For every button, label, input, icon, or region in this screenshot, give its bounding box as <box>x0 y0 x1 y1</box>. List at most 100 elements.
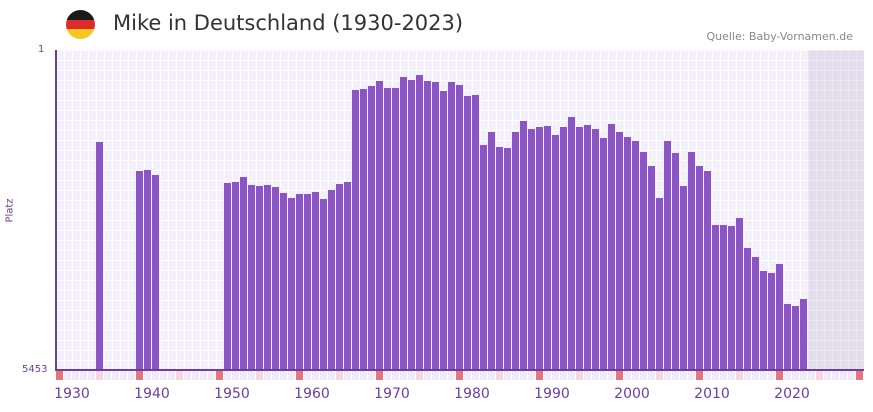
bar-1952[interactable] <box>232 182 239 370</box>
year-marker <box>688 371 695 380</box>
year-marker <box>512 371 519 380</box>
year-marker <box>448 371 455 380</box>
year-marker <box>800 371 807 380</box>
bar-1982[interactable] <box>472 95 479 370</box>
bar-1998[interactable] <box>600 138 607 370</box>
bar-1975[interactable] <box>416 75 423 370</box>
bar-1965[interactable] <box>336 184 343 370</box>
year-marker <box>592 371 599 380</box>
bar-2000[interactable] <box>616 132 623 370</box>
bar-1955[interactable] <box>256 186 263 370</box>
year-marker <box>312 371 319 380</box>
bar-1990[interactable] <box>536 127 543 370</box>
bar-2009[interactable] <box>688 152 695 370</box>
bar-1984[interactable] <box>488 132 495 370</box>
year-marker <box>848 371 855 380</box>
bar-2020[interactable] <box>776 264 783 370</box>
bar-1972[interactable] <box>392 88 399 370</box>
bar-2004[interactable] <box>648 166 655 370</box>
bar-1983[interactable] <box>480 145 487 370</box>
bar-2011[interactable] <box>704 171 711 370</box>
year-markers <box>56 371 864 380</box>
bar-2012[interactable] <box>712 225 719 370</box>
x-tick-1930: 1930 <box>54 386 90 402</box>
bar-1994[interactable] <box>568 117 575 370</box>
year-marker <box>552 371 559 380</box>
bar-2016[interactable] <box>744 248 751 370</box>
bar-1962[interactable] <box>312 192 319 370</box>
bar-1979[interactable] <box>448 82 455 370</box>
bar-2023[interactable] <box>800 299 807 370</box>
bar-1989[interactable] <box>528 129 535 370</box>
bar-2001[interactable] <box>624 137 631 370</box>
bar-2022[interactable] <box>792 306 799 370</box>
year-marker <box>152 371 159 380</box>
bar-2018[interactable] <box>760 271 767 370</box>
bar-1971[interactable] <box>384 88 391 370</box>
bar-2002[interactable] <box>632 141 639 370</box>
year-marker <box>64 371 71 380</box>
future-shade <box>808 50 864 370</box>
bar-2008[interactable] <box>680 186 687 370</box>
bar-2010[interactable] <box>696 166 703 370</box>
bar-2019[interactable] <box>768 273 775 370</box>
bar-1988[interactable] <box>520 121 527 370</box>
bar-1935[interactable] <box>96 142 103 370</box>
bar-1985[interactable] <box>496 147 503 370</box>
bar-1960[interactable] <box>296 194 303 370</box>
bar-1963[interactable] <box>320 199 327 370</box>
year-marker <box>80 371 87 380</box>
y-tick-top: 1 <box>38 44 45 55</box>
bar-1953[interactable] <box>240 177 247 370</box>
bar-1976[interactable] <box>424 81 431 370</box>
bar-2005[interactable] <box>656 198 663 370</box>
bar-2017[interactable] <box>752 257 759 370</box>
bar-1951[interactable] <box>224 183 231 370</box>
bar-1973[interactable] <box>400 77 407 370</box>
bar-1993[interactable] <box>560 127 567 370</box>
bar-1966[interactable] <box>344 182 351 370</box>
chart-title: Mike in Deutschland (1930-2023) <box>113 11 464 35</box>
bar-2015[interactable] <box>736 218 743 370</box>
bar-1964[interactable] <box>328 190 335 370</box>
year-marker <box>408 371 415 380</box>
year-marker <box>264 371 271 380</box>
bar-1974[interactable] <box>408 80 415 370</box>
year-marker <box>632 371 639 380</box>
bar-2014[interactable] <box>728 226 735 370</box>
year-marker <box>336 371 343 380</box>
bar-1995[interactable] <box>576 127 583 370</box>
bar-1941[interactable] <box>144 170 151 370</box>
bar-1954[interactable] <box>248 185 255 370</box>
bar-1991[interactable] <box>544 126 551 370</box>
bar-1969[interactable] <box>368 86 375 370</box>
bar-1992[interactable] <box>552 135 559 370</box>
bar-1986[interactable] <box>504 148 511 370</box>
bar-1970[interactable] <box>376 81 383 370</box>
bar-1987[interactable] <box>512 132 519 370</box>
bar-1959[interactable] <box>288 198 295 370</box>
bar-2003[interactable] <box>640 152 647 370</box>
bar-1940[interactable] <box>136 171 143 370</box>
bar-1967[interactable] <box>352 90 359 370</box>
year-marker <box>456 371 463 380</box>
bar-2006[interactable] <box>664 141 671 370</box>
bar-1961[interactable] <box>304 194 311 370</box>
bar-2007[interactable] <box>672 153 679 370</box>
bar-1997[interactable] <box>592 129 599 370</box>
bar-1958[interactable] <box>280 193 287 370</box>
bar-1977[interactable] <box>432 82 439 370</box>
bar-1980[interactable] <box>456 85 463 370</box>
year-marker <box>808 371 815 380</box>
bar-2021[interactable] <box>784 304 791 370</box>
bar-1957[interactable] <box>272 187 279 370</box>
bar-1996[interactable] <box>584 125 591 370</box>
bar-2013[interactable] <box>720 225 727 370</box>
bar-1981[interactable] <box>464 96 471 370</box>
bar-1968[interactable] <box>360 89 367 370</box>
bar-1999[interactable] <box>608 124 615 370</box>
bar-1956[interactable] <box>264 185 271 370</box>
bar-1978[interactable] <box>440 91 447 370</box>
year-marker <box>128 371 135 380</box>
bar-1942[interactable] <box>152 175 159 370</box>
